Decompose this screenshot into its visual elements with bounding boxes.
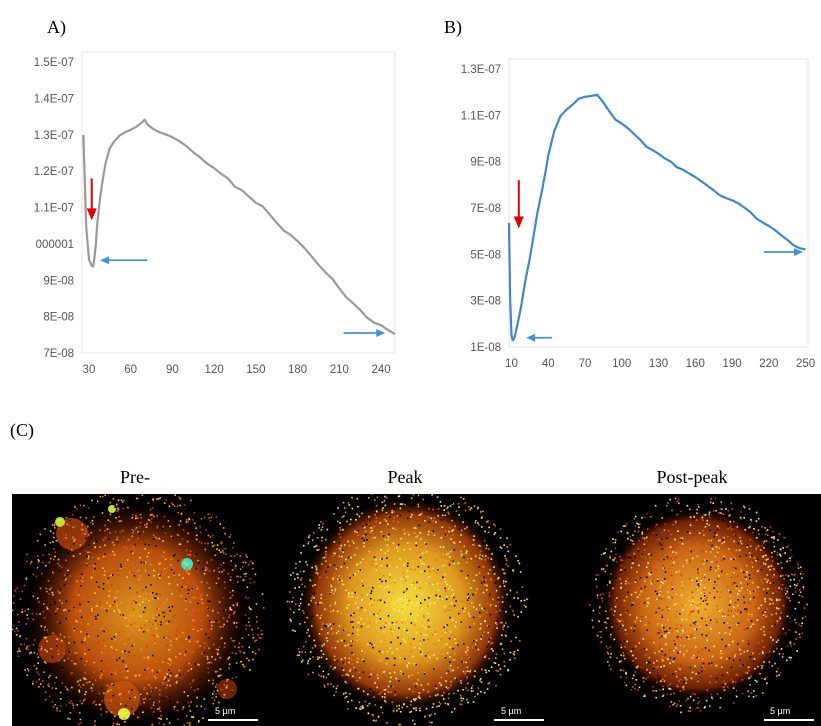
scale-bar-post: 5 µm <box>764 706 814 721</box>
x-tick-label: 10 <box>505 358 518 370</box>
red-arrow-head <box>513 216 524 229</box>
x-tick-label: 190 <box>722 358 741 370</box>
plot-area-frame <box>81 51 396 354</box>
plot-area-frame <box>508 58 809 348</box>
x-tick-label: 130 <box>649 358 668 370</box>
y-tick-label: 1.1E-07 <box>34 203 74 215</box>
peak-image-canvas: 5 µm <box>286 494 544 726</box>
x-tick-label: 100 <box>612 358 631 370</box>
y-tick-label: 1E-08 <box>470 342 501 354</box>
y-tick-label: 1.5E-07 <box>34 57 74 69</box>
x-tick-label: 90 <box>166 364 179 376</box>
y-tick-label: 7E-08 <box>470 203 501 215</box>
x-tick-label: 160 <box>686 358 705 370</box>
post-peak-image-canvas: 5 µm <box>588 497 814 721</box>
y-tick-label: 3E-08 <box>470 296 501 308</box>
peak-microscopy-image: 5 µm <box>276 494 558 726</box>
post-peak-microscopy-image: 5 µm <box>558 494 821 726</box>
blue-arrow-head <box>526 333 536 342</box>
chart-a: 7E-08 8E-08 9E-08 000001 1.1E-07 1.2E-07 1.3E-… <box>34 51 396 376</box>
scale-bar-pre: 5 µm <box>208 706 258 721</box>
pre-microscopy-image: 5 µm <box>12 494 276 726</box>
chart-b: 1E-08 3E-08 5E-08 7E-08 9E-08 1.1E-07 1.3E-07 1… <box>461 58 815 370</box>
series-line <box>82 118 396 336</box>
svg-text:5 µm: 5 µm <box>770 706 790 716</box>
x-tick-label: 150 <box>246 364 265 376</box>
x-tick-label: 210 <box>330 364 349 376</box>
x-tick-label: 60 <box>124 364 137 376</box>
panel-b-label: B) <box>444 17 462 37</box>
series-line <box>507 93 806 342</box>
x-tick-label: 40 <box>542 358 555 370</box>
x-tick-label: 70 <box>579 358 592 370</box>
y-tick-label: 1.1E-07 <box>461 110 501 122</box>
panel-c-label: (C) <box>10 420 34 440</box>
y-tick-label: 7E-08 <box>43 348 74 360</box>
x-tick-label: 120 <box>205 364 224 376</box>
y-tick-label: 9E-08 <box>43 275 74 287</box>
y-tick-label: 1.4E-07 <box>34 93 74 105</box>
svg-text:5 µm: 5 µm <box>501 706 521 716</box>
red-arrow-head <box>86 208 97 221</box>
blue-arrow-head <box>100 256 110 265</box>
y-tick-label: 5E-08 <box>470 249 501 261</box>
blue-arrow-head <box>376 328 386 337</box>
y-tick-label: 1.3E-07 <box>461 64 501 76</box>
blue-arrow-head <box>794 248 804 257</box>
peak-image-title: Peak <box>387 467 423 487</box>
panel-a-label: A) <box>47 17 66 37</box>
scale-bar-peak: 5 µm <box>494 706 544 721</box>
x-tick-label: 180 <box>288 364 307 376</box>
y-tick-label: 8E-08 <box>43 312 74 324</box>
y-tick-label: 9E-08 <box>470 157 501 169</box>
post-peak-image-title: Post-peak <box>656 467 728 487</box>
y-tick-label: 1.3E-07 <box>34 130 74 142</box>
y-tick-label: 1.2E-07 <box>34 166 74 178</box>
pre-image-canvas: 5 µm <box>12 494 265 726</box>
y-tick-label: 000001 <box>36 239 74 251</box>
svg-text:5 µm: 5 µm <box>215 706 235 716</box>
x-tick-label: 240 <box>371 364 390 376</box>
x-tick-label: 250 <box>796 358 815 370</box>
pre-image-title: Pre- <box>120 467 150 487</box>
x-tick-label: 30 <box>83 364 96 376</box>
x-tick-label: 220 <box>759 358 778 370</box>
